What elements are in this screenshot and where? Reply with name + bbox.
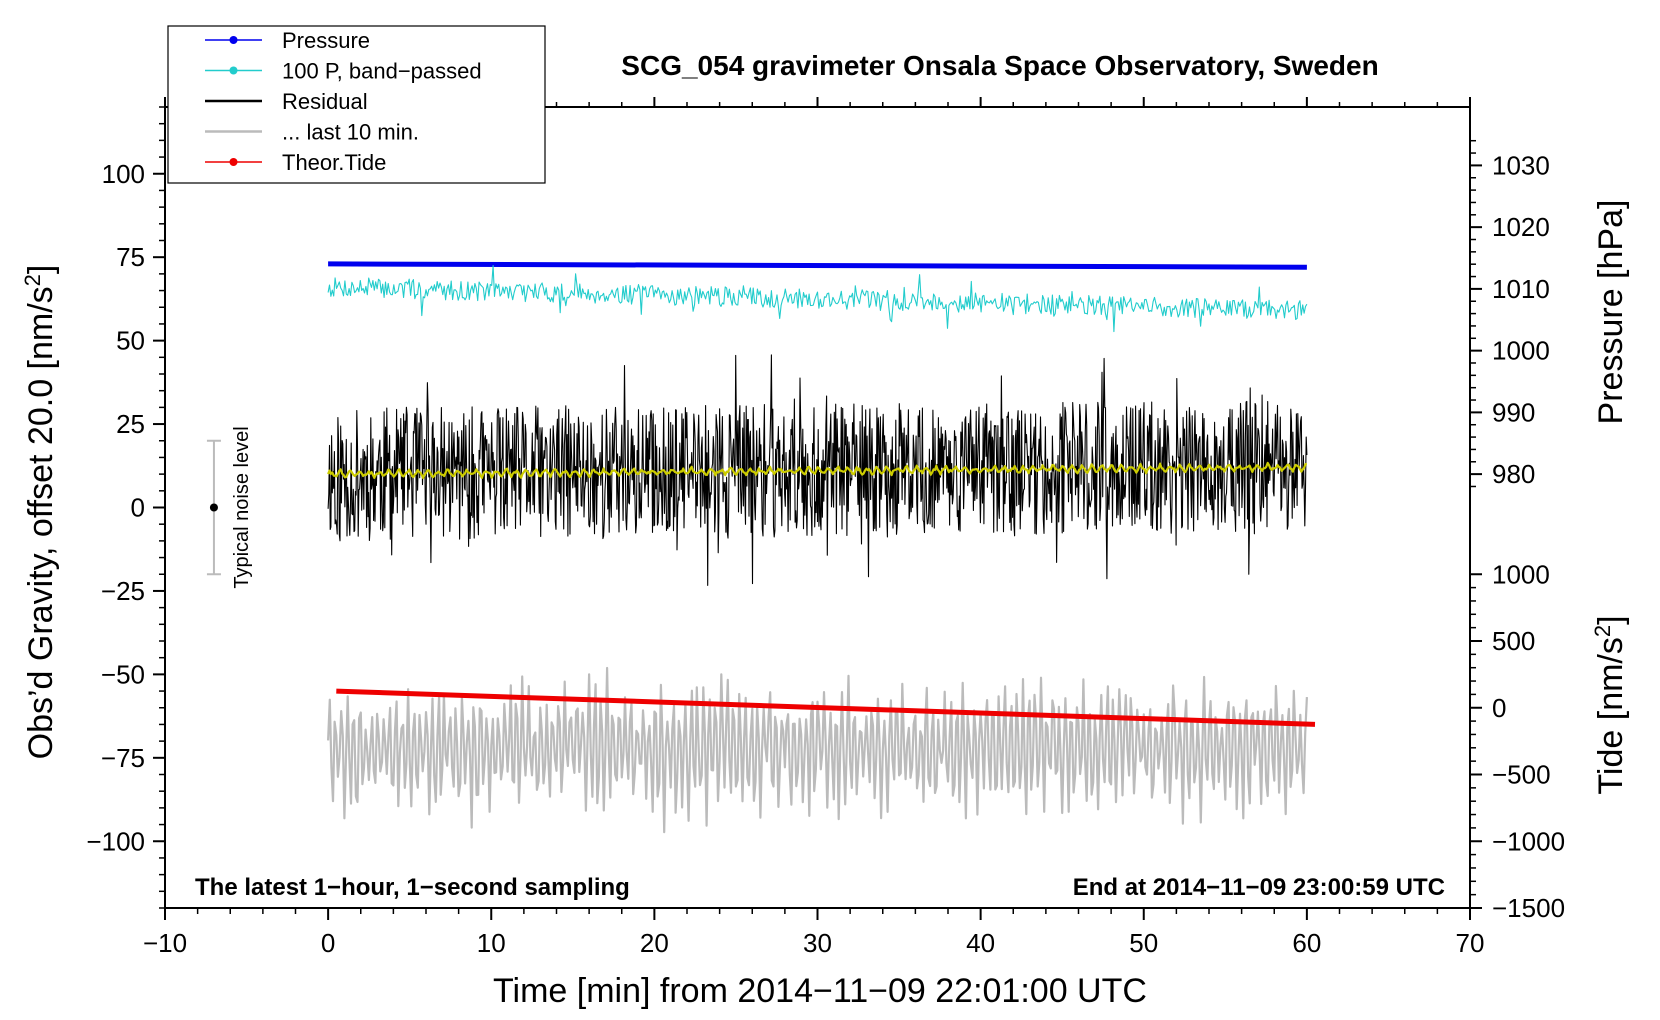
legend-label: ... last 10 min. [282,120,419,145]
x-tick-label: −10 [143,928,187,958]
x-axis-label: Time [min] from 2014−11−09 22:01:00 UTC [493,972,1147,1010]
x-tick-label: 60 [1292,928,1321,958]
series-100-p-band-passed [327,265,1308,333]
tide-tick-label: 0 [1492,693,1506,723]
legend-label: Pressure [282,28,370,53]
pressure-tick-label: 1010 [1492,274,1550,304]
y-tick-label: −50 [101,659,145,689]
chart-title: SCG_054 gravimeter Onsala Space Observat… [621,50,1378,81]
pressure-tick-label: 1020 [1492,212,1550,242]
x-tick-label: 0 [321,928,335,958]
legend-label: 100 P, band−passed [282,59,482,84]
y-tick-label: 50 [116,326,145,356]
x-tick-label: 10 [477,928,506,958]
annotation-bottom-left: The latest 1−hour, 1−second sampling [195,874,630,901]
tide-tick-label: −500 [1492,760,1551,790]
x-tick-label: 70 [1456,928,1485,958]
x-tick-label: 30 [803,928,832,958]
y-tick-label: 25 [116,409,145,439]
y-tick-label: 75 [116,242,145,272]
tide-tick-label: 500 [1492,626,1535,656]
pressure-tick-label: 1000 [1492,336,1550,366]
series-theor-tide [336,688,1316,727]
noise-bar-center [209,503,218,512]
pressure-tick-label: 990 [1492,397,1535,427]
legend-marker [229,36,238,44]
tick-group: −10 0 10 20 30 40 50 60 70−100−75−50−25025507510… [86,97,1565,958]
legend-marker [229,158,238,166]
y-tick-label: −75 [101,743,145,773]
series-last-10-min [327,666,1308,834]
legend-box [167,25,546,184]
y-axis-label-pressure: Pressure [hPa] [1592,200,1630,425]
series-residual-smoothed [327,461,1307,480]
y-tick-label: −100 [86,826,145,856]
x-tick-label: 40 [966,928,995,958]
legend-marker [229,66,238,75]
y-axis-label-left: Obs’d Gravity, offset 20.0 [nm/s2] [20,265,61,760]
annotation-bottom-right: End at 2014−11−09 23:00:59 UTC [1073,874,1445,901]
pressure-tick-label: 1030 [1492,150,1550,180]
tide-tick-label: −1000 [1492,826,1565,856]
x-tick-label: 50 [1129,928,1158,958]
y-tick-label: −25 [101,576,145,606]
series-residual [327,354,1308,586]
series-group [327,261,1316,834]
y-tick-label: 0 [131,493,145,523]
tide-tick-label: 1000 [1492,559,1550,589]
legend-label: Theor.Tide [282,150,386,175]
tide-tick-label: −1500 [1492,893,1565,923]
x-tick-label: 20 [640,928,669,958]
y-tick-label: 100 [102,159,145,189]
y-axis-label-tide: Tide [nm/s2] [1590,615,1631,794]
series-pressure [328,261,1307,270]
legend: Pressure 100 P, band−passed Residual ... la… [167,25,546,184]
pressure-tick-label: 980 [1492,459,1535,489]
legend-label: Residual [282,89,368,114]
noise-label: Typical noise level [231,426,253,588]
noise-level-indicator: Typical noise level [206,426,253,589]
